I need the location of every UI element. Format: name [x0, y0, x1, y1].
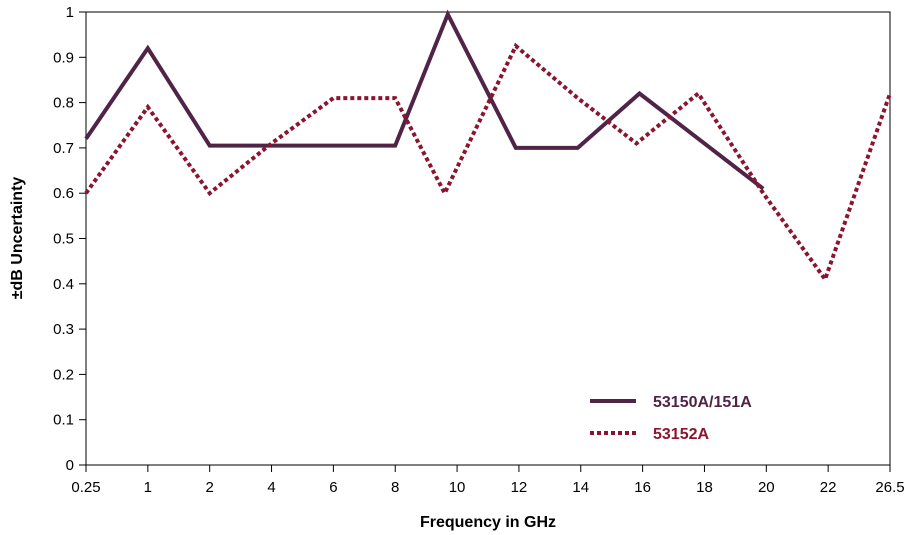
series-line-2 [84, 42, 892, 284]
series-layer [84, 9, 892, 284]
x-tick-label: 8 [391, 479, 399, 496]
x-tick-label: 10 [449, 479, 466, 496]
y-tick-label: 0.3 [53, 321, 74, 338]
x-tick-label: 18 [696, 479, 713, 496]
y-tick-label: 1 [66, 4, 74, 21]
x-axis: 0.25 1 2 4 6 8 10 12 14 16 18 20 22 26.5 [71, 465, 905, 496]
x-tick-label: 0.25 [71, 479, 100, 496]
legend: 53150A/151A 53152A [590, 394, 752, 443]
y-tick-label: 0.8 [53, 95, 74, 112]
y-tick-label: 0.4 [53, 276, 74, 293]
x-tick-label: 22 [820, 479, 837, 496]
y-tick-label: 0.2 [53, 366, 74, 383]
y-tick-label: 0.1 [53, 412, 74, 429]
legend-label-1: 53150A/151A [653, 394, 752, 411]
y-tick-label: 0.5 [53, 231, 74, 248]
y-tick-label: 0.7 [53, 140, 74, 157]
legend-label-2: 53152A [653, 426, 709, 443]
x-tick-label: 20 [758, 479, 775, 496]
x-tick-label: 4 [267, 479, 275, 496]
plot-area-frame [85, 11, 891, 466]
series-line-1 [84, 9, 765, 191]
x-tick-label: 6 [329, 479, 337, 496]
x-tick-label: 12 [511, 479, 528, 496]
y-axis-title: ±dB Uncertainty [9, 177, 26, 300]
y-axis: 0 0.1 0.2 0.3 0.4 0.5 0.6 0.7 0.8 0.9 1 [53, 4, 86, 474]
x-tick-label: 14 [572, 479, 589, 496]
x-axis-title: Frequency in GHz [420, 514, 556, 531]
x-tick-label: 1 [144, 479, 152, 496]
y-tick-label: 0.9 [53, 49, 74, 66]
x-tick-label: 16 [634, 479, 651, 496]
x-tick-label: 2 [206, 479, 214, 496]
x-tick-label: 26.5 [875, 479, 904, 496]
y-tick-label: 0 [66, 457, 74, 474]
y-tick-label: 0.6 [53, 185, 74, 202]
